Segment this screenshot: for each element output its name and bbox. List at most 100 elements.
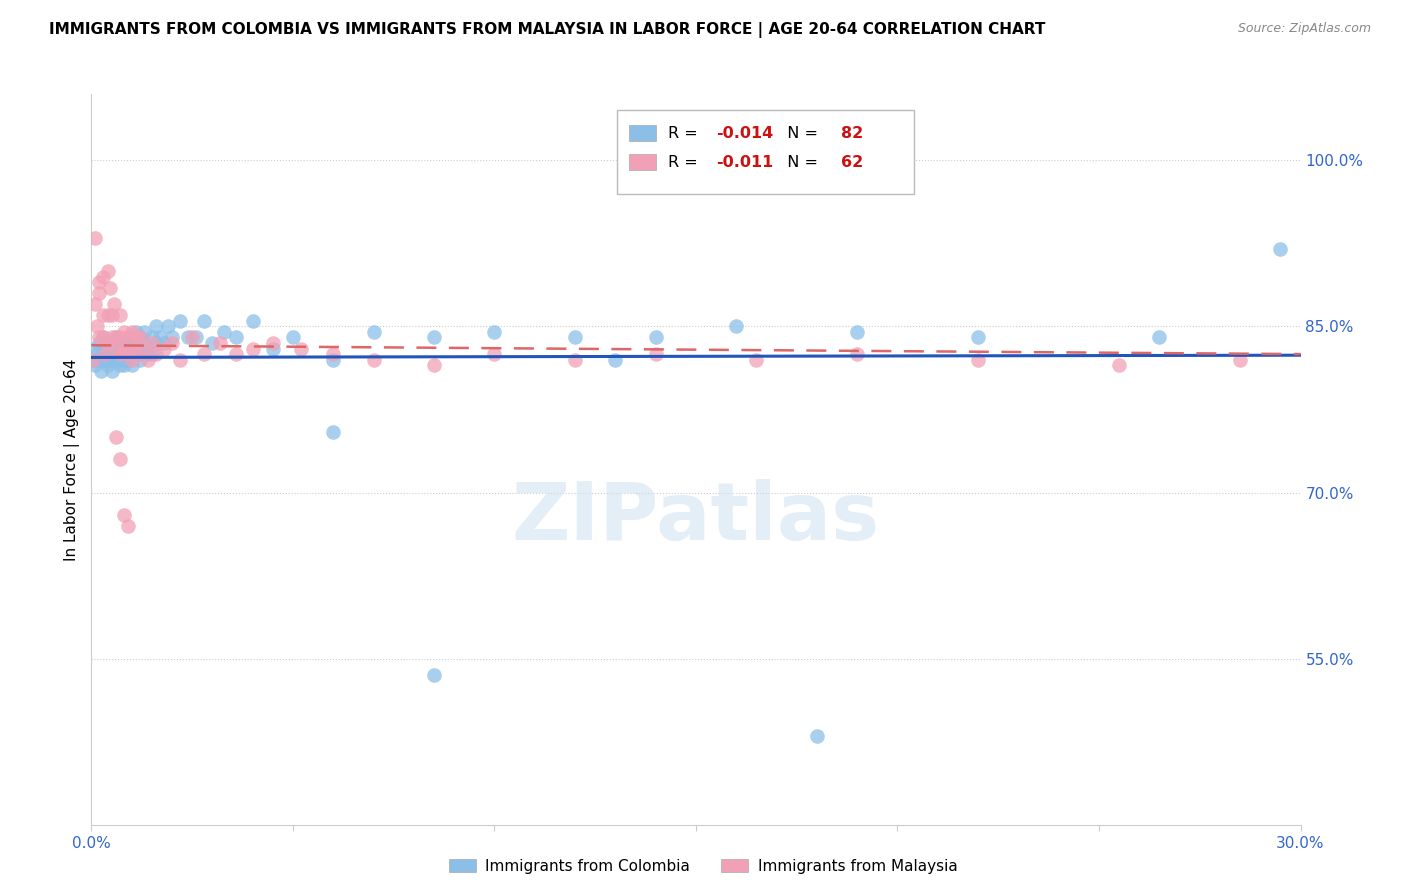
Point: [128, 352, 150, 367]
Point: [121, 336, 143, 351]
Point: [103, 347, 125, 361]
FancyBboxPatch shape: [630, 154, 657, 170]
Point: [484, 347, 506, 361]
Point: [145, 319, 167, 334]
Point: [125, 347, 148, 361]
Point: [160, 330, 183, 344]
Point: [141, 336, 163, 351]
Point: [107, 347, 129, 361]
Point: [745, 352, 768, 367]
Text: N =: N =: [778, 155, 823, 169]
Point: [141, 330, 163, 344]
Point: [132, 336, 155, 351]
Point: [93, 269, 115, 284]
Point: [322, 347, 344, 361]
Point: [125, 330, 148, 344]
Point: [100, 347, 122, 361]
Point: [121, 352, 143, 367]
Point: [112, 342, 135, 356]
Point: [846, 347, 869, 361]
Point: [100, 364, 122, 378]
Point: [1229, 352, 1251, 367]
Point: [118, 330, 141, 344]
Text: Source: ZipAtlas.com: Source: ZipAtlas.com: [1237, 22, 1371, 36]
Point: [136, 352, 159, 367]
Point: [93, 330, 115, 344]
Point: [564, 352, 586, 367]
Point: [156, 319, 179, 334]
Point: [177, 330, 200, 344]
Point: [84, 231, 107, 245]
Point: [117, 519, 139, 533]
Point: [96, 336, 118, 351]
Point: [117, 347, 139, 361]
Point: [89, 275, 111, 289]
Point: [132, 325, 155, 339]
Point: [181, 330, 204, 344]
Point: [104, 352, 127, 367]
Point: [93, 330, 115, 344]
Point: [121, 358, 143, 372]
Point: [108, 452, 131, 467]
Point: [214, 325, 236, 339]
Point: [423, 330, 446, 344]
Point: [114, 352, 136, 367]
Point: [96, 336, 118, 351]
Point: [112, 342, 135, 356]
Point: [84, 358, 107, 372]
Point: [242, 314, 264, 328]
FancyBboxPatch shape: [617, 110, 914, 194]
Point: [160, 336, 183, 351]
Point: [363, 352, 385, 367]
Point: [125, 325, 148, 339]
Point: [423, 668, 446, 682]
Point: [121, 342, 143, 356]
Point: [363, 325, 385, 339]
Text: ZIPatlas: ZIPatlas: [512, 479, 880, 557]
Point: [103, 297, 125, 311]
Point: [128, 347, 150, 361]
Point: [153, 342, 176, 356]
Point: [193, 314, 215, 328]
Point: [104, 342, 127, 356]
Point: [96, 264, 118, 278]
Point: [93, 342, 115, 356]
Point: [108, 347, 131, 361]
Point: [605, 352, 627, 367]
Point: [121, 325, 143, 339]
Point: [100, 330, 122, 344]
Point: [725, 319, 748, 334]
Point: [108, 342, 131, 356]
Point: [209, 336, 232, 351]
Point: [112, 358, 135, 372]
Point: [186, 330, 208, 344]
Point: [117, 330, 139, 344]
Point: [201, 336, 224, 351]
Point: [90, 364, 112, 378]
Text: IMMIGRANTS FROM COLOMBIA VS IMMIGRANTS FROM MALAYSIA IN LABOR FORCE | AGE 20-64 : IMMIGRANTS FROM COLOMBIA VS IMMIGRANTS F…: [49, 22, 1046, 38]
Point: [100, 308, 122, 322]
Point: [108, 308, 131, 322]
Point: [262, 336, 284, 351]
Point: [141, 347, 163, 361]
Point: [98, 280, 121, 294]
Point: [93, 352, 115, 367]
Point: [94, 347, 117, 361]
Point: [111, 336, 132, 351]
Point: [100, 352, 122, 367]
Point: [136, 347, 159, 361]
Point: [98, 342, 121, 356]
Point: [86, 319, 108, 334]
Point: [322, 425, 344, 439]
Point: [89, 352, 111, 367]
Point: [89, 286, 111, 301]
Point: [225, 347, 247, 361]
Point: [262, 342, 284, 356]
Point: [1149, 330, 1171, 344]
Point: [93, 308, 115, 322]
Point: [112, 347, 135, 361]
Point: [153, 336, 176, 351]
Point: [82, 352, 104, 367]
Point: [484, 325, 506, 339]
Point: [290, 342, 312, 356]
